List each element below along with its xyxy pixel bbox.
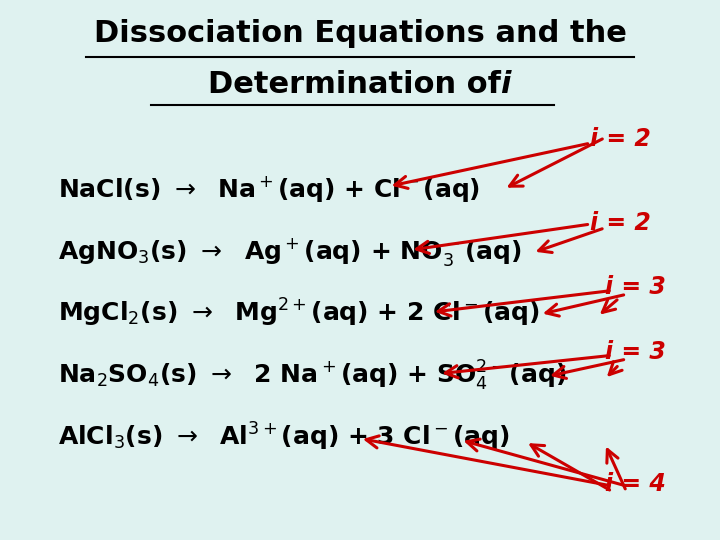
Text: i = 4: i = 4 xyxy=(605,472,666,496)
Text: Dissociation Equations and the: Dissociation Equations and the xyxy=(94,19,626,48)
Text: AgNO$_3$(s) $\rightarrow$  Ag$^+$(aq) + NO$_3^-$(aq): AgNO$_3$(s) $\rightarrow$ Ag$^+$(aq) + N… xyxy=(58,236,521,268)
Text: NaCl(s) $\rightarrow$  Na$^+$(aq) + Cl$^-$(aq): NaCl(s) $\rightarrow$ Na$^+$(aq) + Cl$^-… xyxy=(58,174,480,204)
Text: MgCl$_2$(s) $\rightarrow$  Mg$^{2+}$(aq) + 2 Cl$^-$(aq): MgCl$_2$(s) $\rightarrow$ Mg$^{2+}$(aq) … xyxy=(58,296,539,329)
Text: i = 3: i = 3 xyxy=(605,340,666,364)
Text: AlCl$_3$(s) $\rightarrow$  Al$^{3+}$(aq) + 3 Cl$^-$(aq): AlCl$_3$(s) $\rightarrow$ Al$^{3+}$(aq) … xyxy=(58,421,509,453)
Text: i = 3: i = 3 xyxy=(605,275,666,299)
Text: i: i xyxy=(500,70,511,99)
Text: Na$_2$SO$_4$(s) $\rightarrow$  2 Na$^+$(aq) + SO$_4^{2-}$(aq): Na$_2$SO$_4$(s) $\rightarrow$ 2 Na$^+$(a… xyxy=(58,359,566,393)
Text: i = 2: i = 2 xyxy=(590,127,652,151)
Text: Determination of: Determination of xyxy=(208,70,512,99)
Text: i = 2: i = 2 xyxy=(590,211,652,234)
